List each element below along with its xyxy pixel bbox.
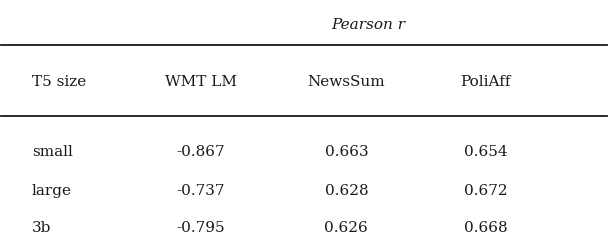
Text: Pearson r: Pearson r: [331, 18, 406, 32]
Text: 0.672: 0.672: [464, 184, 508, 198]
Text: small: small: [32, 145, 72, 159]
Text: -0.867: -0.867: [177, 145, 226, 159]
Text: 0.628: 0.628: [325, 184, 368, 198]
Text: 0.654: 0.654: [464, 145, 508, 159]
Text: 0.668: 0.668: [464, 221, 508, 235]
Text: 0.626: 0.626: [325, 221, 368, 235]
Text: WMT LM: WMT LM: [165, 75, 237, 89]
Text: large: large: [32, 184, 72, 198]
Text: NewsSum: NewsSum: [308, 75, 385, 89]
Text: T5 size: T5 size: [32, 75, 86, 89]
Text: 3b: 3b: [32, 221, 51, 235]
Text: -0.737: -0.737: [177, 184, 226, 198]
Text: 0.663: 0.663: [325, 145, 368, 159]
Text: -0.795: -0.795: [177, 221, 226, 235]
Text: PoliAff: PoliAff: [460, 75, 511, 89]
